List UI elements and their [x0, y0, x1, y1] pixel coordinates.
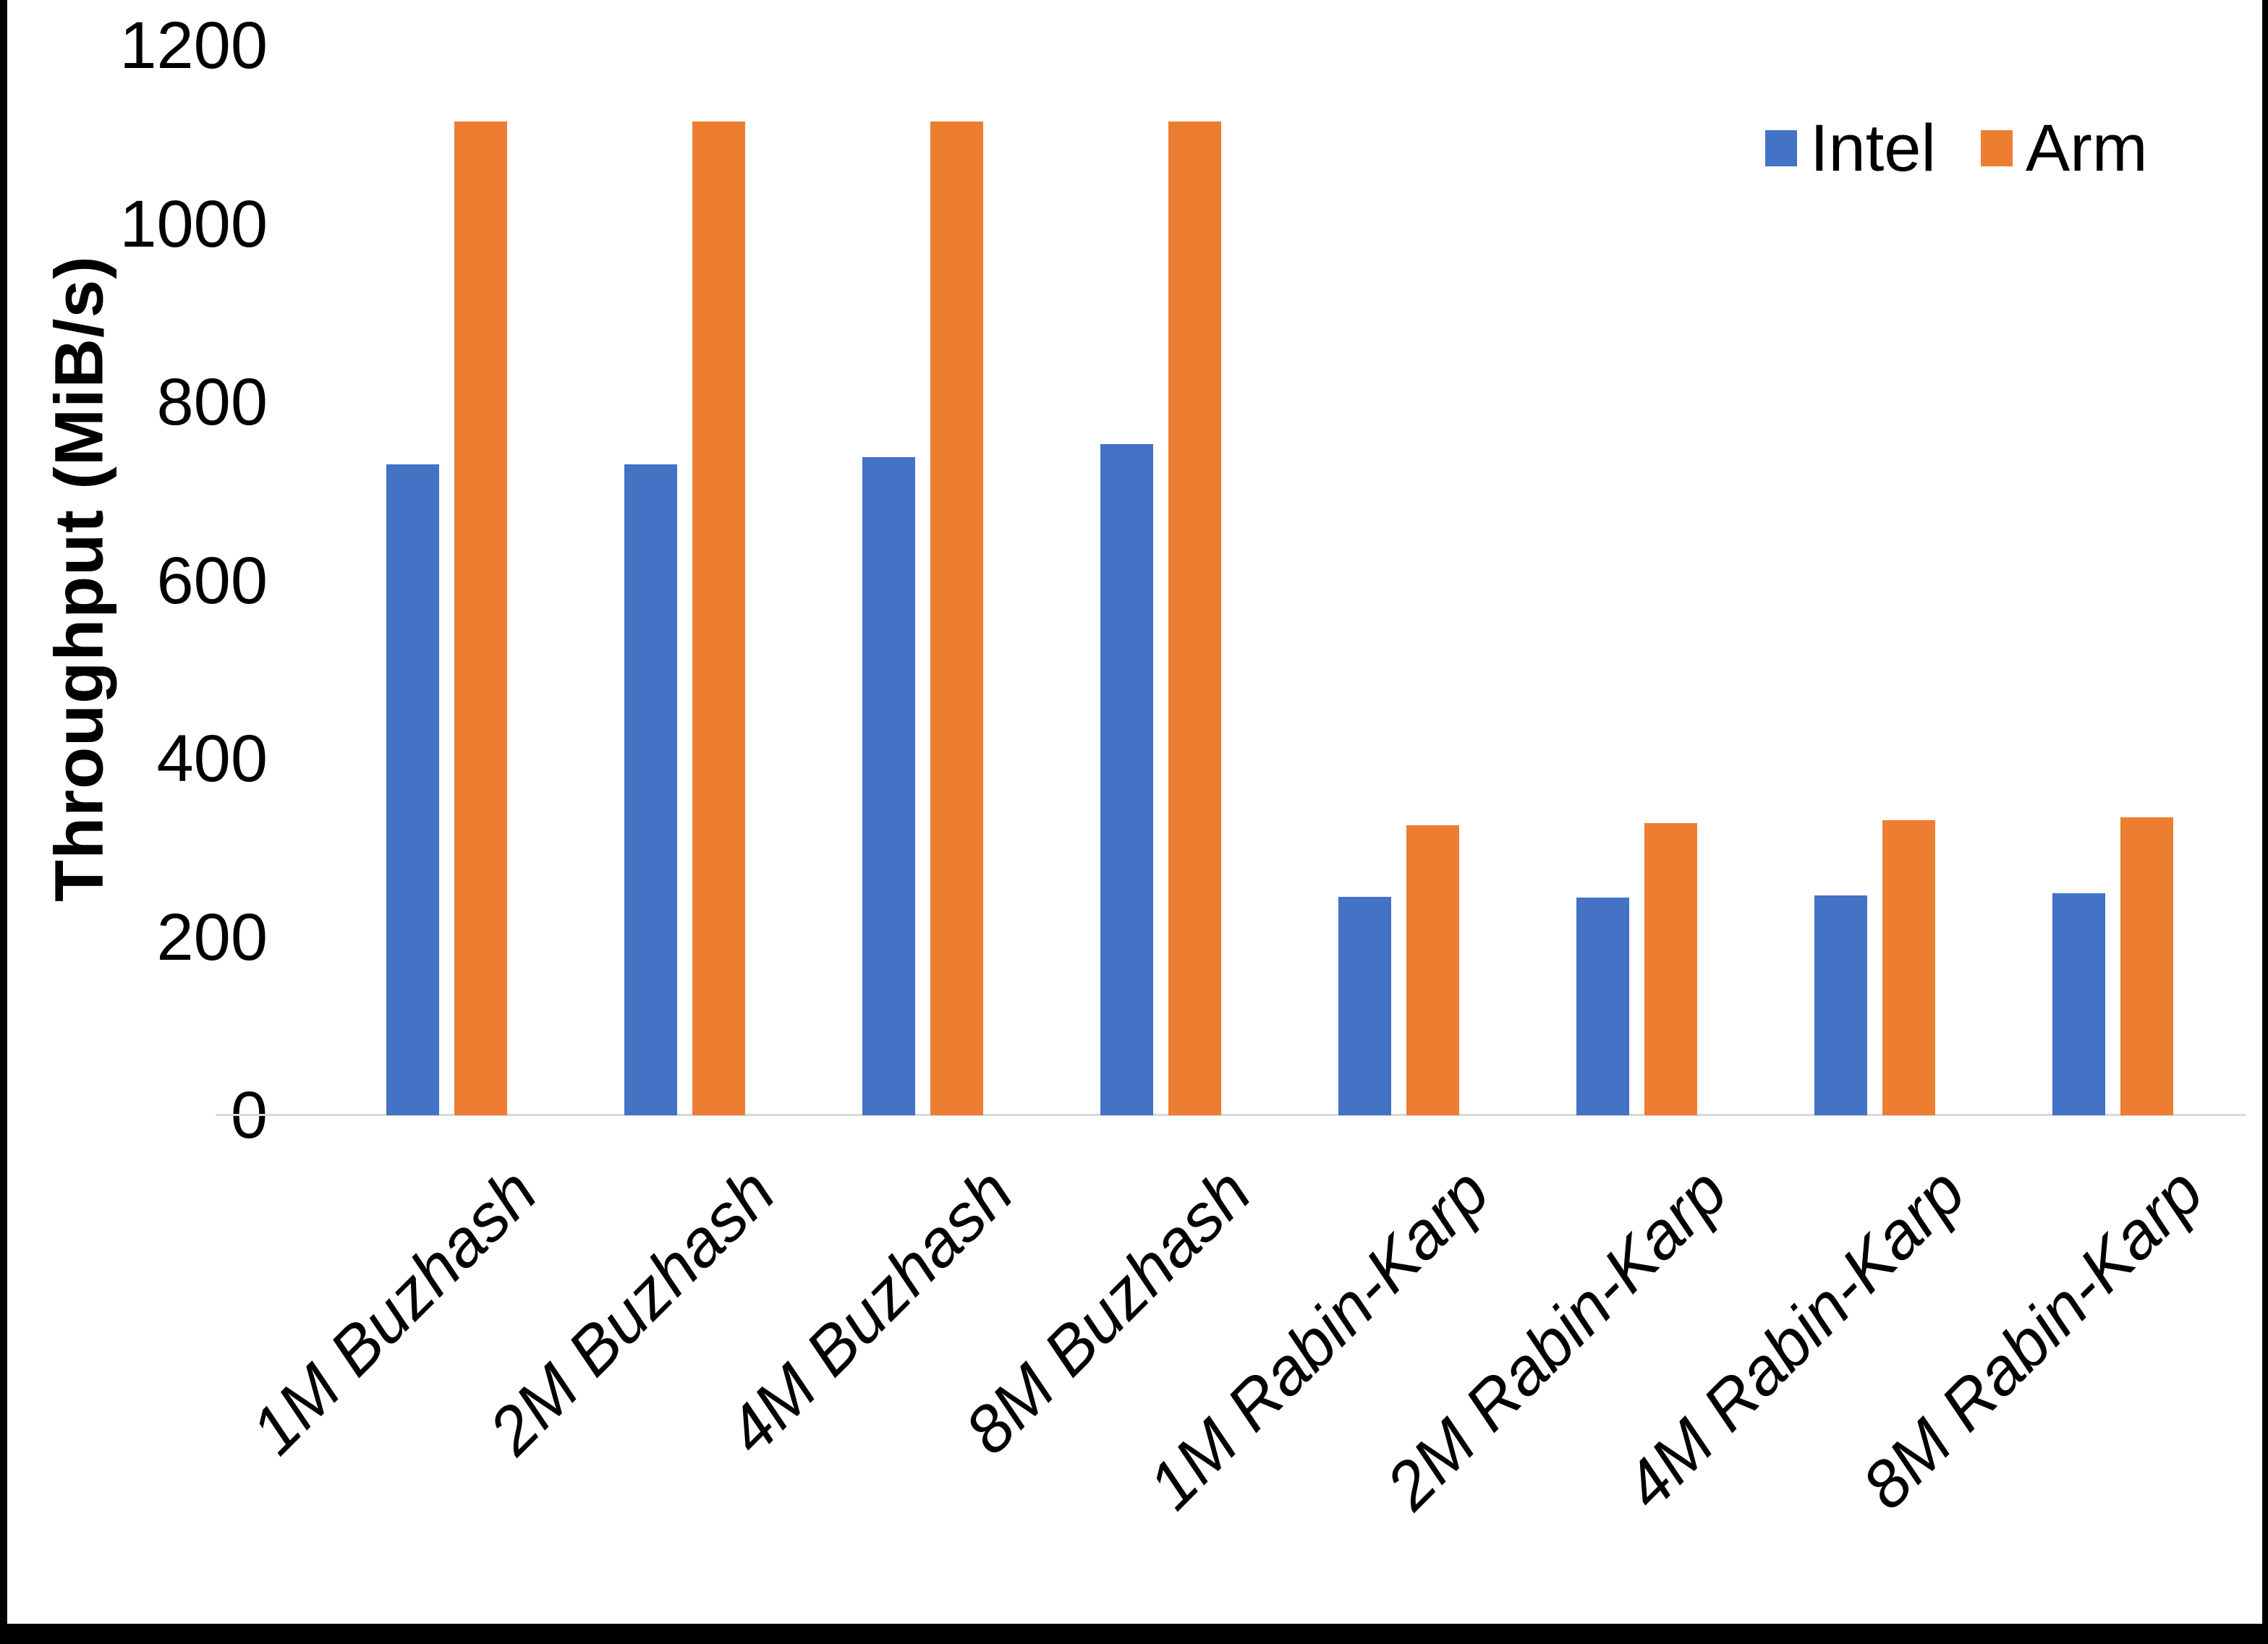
legend-label-arm: Arm — [2025, 111, 2148, 185]
bar-intel-4m-rabin-karp — [1814, 895, 1867, 1115]
y-tick-label-800: 800 — [156, 365, 268, 439]
y-tick-label-600: 600 — [156, 543, 268, 618]
y-tick-label-1000: 1000 — [119, 187, 268, 261]
y-tick-label-400: 400 — [156, 722, 268, 796]
bar-intel-1m-buzhash — [386, 464, 439, 1115]
legend-label-intel: Intel — [1810, 111, 1936, 185]
bar-intel-8m-buzhash — [1100, 443, 1153, 1115]
bar-arm-8m-buzhash — [1168, 121, 1221, 1115]
bar-group-2m-buzhash — [566, 46, 804, 1115]
bar-intel-1m-rabin-karp — [1338, 897, 1391, 1115]
bar-intel-4m-buzhash — [862, 457, 915, 1115]
y-tick-label-200: 200 — [156, 900, 268, 974]
bar-arm-1m-buzhash — [454, 121, 507, 1115]
bar-arm-8m-rabin-karp — [2120, 817, 2173, 1115]
legend-swatch-arm — [1980, 130, 2013, 166]
bar-group-8m-buzhash — [1042, 46, 1280, 1115]
bottom-border — [0, 1624, 2268, 1644]
bar-arm-4m-rabin-karp — [1882, 820, 1935, 1115]
bar-intel-2m-buzhash — [624, 464, 677, 1115]
bar-arm-2m-rabin-karp — [1644, 822, 1697, 1115]
y-tick-label-1200: 1200 — [119, 9, 268, 82]
bar-group-4m-buzhash — [804, 46, 1042, 1115]
legend-item-arm: Arm — [1980, 108, 2148, 188]
bar-group-8m-rabin-karp — [1994, 46, 2232, 1115]
bar-arm-4m-buzhash — [930, 121, 983, 1115]
bar-intel-8m-rabin-karp — [2052, 893, 2105, 1115]
left-border — [0, 0, 7, 1644]
x-axis-line — [216, 1114, 2246, 1116]
bar-intel-2m-rabin-karp — [1576, 898, 1629, 1115]
bar-arm-2m-buzhash — [692, 121, 745, 1115]
legend-swatch-intel — [1765, 130, 1797, 166]
legend: Intel Arm — [1765, 108, 2148, 188]
bar-arm-1m-rabin-karp — [1406, 825, 1459, 1115]
bar-group-2m-rabin-karp — [1518, 46, 1756, 1115]
bar-group-4m-rabin-karp — [1756, 46, 1994, 1115]
bar-group-1m-buzhash — [328, 46, 566, 1115]
legend-item-intel: Intel — [1765, 108, 1936, 188]
bar-group-1m-rabin-karp — [1280, 46, 1518, 1115]
plot-area — [328, 46, 2232, 1115]
right-border — [2262, 0, 2268, 1644]
x-axis-label-1m-buzhash: 1M Buzhash — [237, 1154, 551, 1469]
